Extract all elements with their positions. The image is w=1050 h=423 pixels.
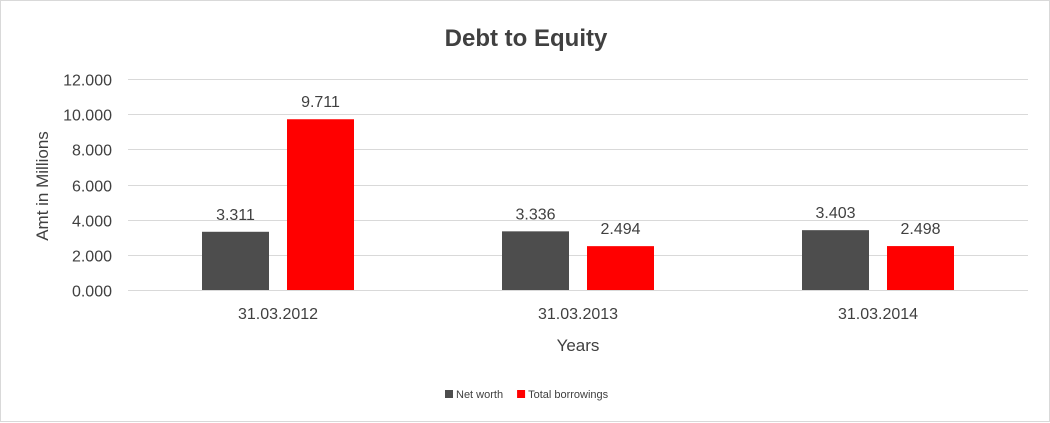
bar [887,246,954,290]
bar [202,231,269,290]
legend-label: Net worth [456,389,503,401]
gridlines [128,79,1028,291]
y-tick-label: 8.000 [72,143,112,160]
data-label: 3.311 [216,207,255,224]
y-axis-title: Amt in Millions [33,131,52,241]
legend-swatch [445,390,453,398]
data-label: 2.494 [600,221,640,238]
data-label: 3.403 [815,205,855,222]
x-axis-title: Years [557,336,600,355]
y-tick-label: 10.000 [63,108,112,125]
x-tick-label: 31.03.2012 [238,306,318,323]
y-axis-ticks: 0.000 2.000 4.000 6.000 8.000 10.000 12.000 [63,73,112,301]
y-tick-label: 0.000 [72,284,112,301]
legend: Net worth Total borrowings [445,389,609,401]
data-label: 3.336 [515,206,555,223]
y-tick-label: 4.000 [72,214,112,231]
bars [202,119,954,290]
y-tick-label: 2.000 [72,249,112,266]
data-label: 9.711 [301,94,340,111]
x-tick-label: 31.03.2014 [838,306,918,323]
data-label: 2.498 [900,221,940,238]
bar [502,231,569,290]
chart-title: Debt to Equity [445,25,608,52]
legend-swatch [517,390,526,398]
x-axis-ticks: 31.03.2012 31.03.2013 31.03.2014 [238,306,918,323]
bar [802,230,869,290]
y-tick-label: 6.000 [72,179,112,196]
y-tick-label: 12.000 [63,73,112,90]
bar [287,119,354,290]
legend-label: Total borrowings [528,389,609,401]
data-labels: 3.311 9.711 3.336 2.494 3.403 2.498 [216,94,941,238]
x-tick-label: 31.03.2013 [538,306,618,323]
bar [587,246,654,290]
